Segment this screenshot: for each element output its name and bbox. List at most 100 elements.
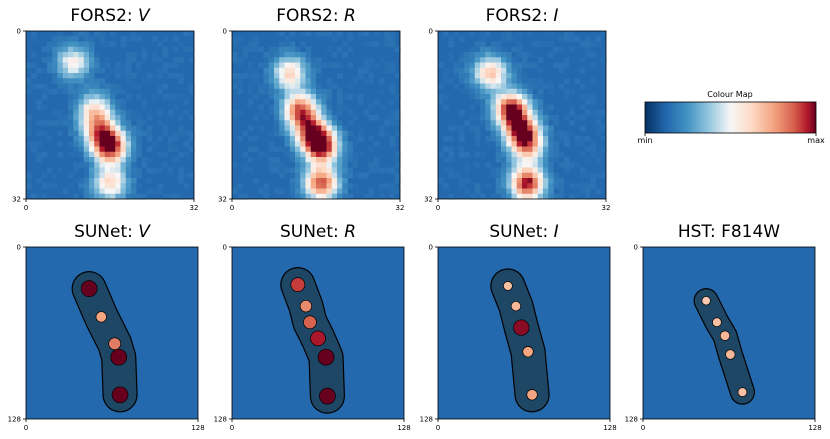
- heatmap-cell: [78, 151, 85, 158]
- heatmap-cell: [83, 41, 90, 48]
- heatmap-cell: [279, 94, 285, 100]
- heatmap-cell: [178, 73, 184, 79]
- heatmap-cell: [78, 88, 85, 95]
- heatmap-cell: [110, 120, 116, 126]
- heatmap-cell: [104, 73, 111, 79]
- heatmap-cell: [347, 46, 354, 53]
- heatmap-cell: [511, 188, 518, 195]
- heatmap-cell: [337, 130, 343, 137]
- heatmap-cell: [558, 136, 565, 142]
- y-tick-label: 32: [424, 196, 433, 204]
- heatmap-cell: [543, 162, 549, 168]
- heatmap-cell: [453, 67, 460, 74]
- heatmap-cell: [331, 162, 338, 168]
- heatmap-cell: [36, 104, 43, 111]
- heatmap-cell: [289, 136, 296, 142]
- heatmap-cell: [89, 36, 95, 42]
- heatmap-cell: [448, 146, 455, 153]
- heatmap-cell: [532, 62, 539, 69]
- heatmap-cell: [443, 31, 449, 37]
- heatmap-cell: [237, 136, 243, 142]
- heatmap-cell: [78, 83, 85, 90]
- heatmap-cell: [347, 94, 354, 100]
- heatmap-cell: [474, 125, 481, 132]
- heatmap-cell: [258, 188, 264, 195]
- heatmap-cell: [94, 88, 100, 95]
- heatmap-cell: [279, 115, 285, 121]
- heatmap-cell: [464, 52, 470, 58]
- heatmap-cell: [310, 109, 317, 116]
- heatmap-cell: [553, 120, 560, 126]
- heatmap-cell: [41, 67, 48, 74]
- heatmap-cell: [501, 109, 507, 116]
- heatmap-cell: [537, 120, 544, 126]
- panel-frame: [25, 30, 195, 200]
- heatmap-cell: [146, 78, 153, 84]
- heatmap-cell: [78, 109, 85, 116]
- heatmap-cell: [78, 178, 85, 184]
- heatmap-cell: [263, 73, 270, 79]
- heatmap-cell: [363, 109, 369, 116]
- heatmap-cell: [310, 183, 317, 189]
- heatmap-cell: [141, 120, 148, 126]
- heatmap-cell: [548, 31, 554, 37]
- heatmap-cell: [242, 162, 249, 168]
- heatmap-cell: [321, 109, 327, 116]
- heatmap-cell: [131, 130, 137, 137]
- heatmap-cell: [495, 146, 502, 153]
- heatmap-cell: [342, 183, 348, 189]
- heatmap-cell: [438, 99, 444, 105]
- heatmap-cell: [316, 120, 322, 126]
- heatmap-cell: [506, 109, 512, 116]
- heatmap-cell: [125, 130, 132, 137]
- heatmap-cell: [480, 99, 486, 105]
- heatmap-cell: [157, 183, 163, 189]
- heatmap-cell: [68, 141, 74, 147]
- heatmap-cell: [548, 104, 554, 111]
- heatmap-cell: [289, 172, 296, 179]
- heatmap-cell: [543, 104, 549, 111]
- heatmap-cell: [274, 67, 280, 74]
- heatmap-cell: [120, 193, 127, 200]
- heatmap-cell: [316, 57, 322, 63]
- heatmap-cell: [110, 104, 116, 111]
- heatmap-cell: [52, 36, 58, 42]
- heatmap-cell: [305, 157, 312, 163]
- heatmap-cell: [569, 120, 575, 126]
- heatmap-cell: [279, 46, 285, 53]
- heatmap-cell: [68, 104, 74, 111]
- heatmap-cell: [474, 83, 481, 90]
- heatmap-cell: [316, 157, 322, 163]
- heatmap-cell: [490, 167, 497, 174]
- heatmap-cell: [115, 62, 121, 69]
- heatmap-cell: [590, 178, 596, 184]
- heatmap-cell: [527, 151, 533, 158]
- heatmap-cell: [115, 73, 121, 79]
- heatmap-cell: [443, 94, 449, 100]
- heatmap-cell: [347, 167, 354, 174]
- heatmap-cell: [300, 88, 306, 95]
- heatmap-cell: [337, 94, 343, 100]
- heatmap-cell: [553, 193, 560, 200]
- heatmap-cell: [537, 162, 544, 168]
- heatmap-cell: [569, 162, 575, 168]
- colourbar-max-label: max: [807, 136, 825, 145]
- heatmap-cell: [89, 83, 95, 90]
- heatmap-cell: [110, 109, 116, 116]
- heatmap-cell: [522, 52, 528, 58]
- heatmap-cell: [464, 67, 470, 74]
- heatmap-cell: [162, 151, 169, 158]
- heatmap-cell: [474, 67, 481, 74]
- heatmap-cell: [73, 130, 79, 137]
- heatmap-cell: [263, 115, 270, 121]
- heatmap-cell: [384, 183, 390, 189]
- heatmap-cell: [511, 78, 518, 84]
- heatmap-cell: [585, 157, 591, 163]
- heatmap-cell: [495, 193, 502, 200]
- heatmap-cell: [537, 130, 544, 137]
- heatmap-cell: [115, 151, 121, 158]
- heatmap-cell: [68, 83, 74, 90]
- heatmap-cell: [274, 104, 280, 111]
